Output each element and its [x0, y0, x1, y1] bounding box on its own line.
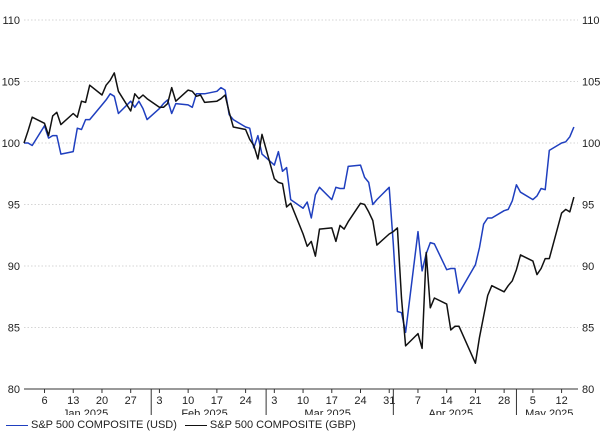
y-tick-label-right-80: 80: [582, 384, 594, 396]
y-axis-left: 80 85 90 95 100 105 110: [2, 15, 20, 396]
legend-swatch-usd: [6, 424, 28, 426]
y-tick-label-right-90: 90: [582, 261, 594, 273]
y-tick-label-left-90: 90: [8, 261, 20, 273]
legend-label-usd: S&P 500 COMPOSITE (USD): [31, 419, 177, 431]
x-tick-label: 13: [67, 395, 79, 407]
y-tick-label-right-95: 95: [582, 200, 594, 212]
y-tick-label-right-85: 85: [582, 323, 594, 335]
x-tick-label: 3: [271, 395, 277, 407]
month-label: May 2025: [525, 408, 573, 415]
series-line-gbp: [23, 72, 575, 364]
series-line-usd: [24, 86, 575, 334]
legend: S&P 500 COMPOSITE (USD) S&P 500 COMPOSIT…: [6, 419, 364, 431]
series-lines: [23, 72, 575, 364]
y-tick-label-left-95: 95: [8, 200, 20, 212]
y-tick-label-left-105: 105: [2, 77, 20, 89]
y-tick-label-left-80: 80: [8, 384, 20, 396]
x-tick-label: 24: [239, 395, 251, 407]
legend-item-usd: S&P 500 COMPOSITE (USD): [6, 419, 177, 431]
x-tick-label: 21: [469, 395, 481, 407]
y-tick-label-right-105: 105: [582, 77, 600, 89]
legend-label-gbp: S&P 500 COMPOSITE (GBP): [209, 419, 356, 431]
x-tick-label: 5: [530, 395, 536, 407]
x-tick-label: 6: [41, 395, 47, 407]
x-tick-label: 10: [297, 395, 309, 407]
x-tick-label: 24: [354, 395, 366, 407]
x-tick-label: 20: [96, 395, 108, 407]
legend-swatch-gbp: [184, 424, 207, 426]
gridlines: [24, 19, 578, 328]
x-tick-label: 7: [415, 395, 421, 407]
x-tick-label: 31: [383, 395, 395, 407]
month-label: Feb 2025: [181, 408, 227, 415]
x-axis: 6 13 20 27 3 10 17 24 3 10 17 24 31 7 14 21 28 5 12 Jan 202…: [24, 388, 578, 420]
x-tick-label: 17: [211, 395, 223, 407]
y-tick-label-left-100: 100: [2, 138, 20, 150]
x-tick-label: 3: [156, 395, 162, 407]
x-tick-label: 28: [498, 395, 510, 407]
x-tick-label: 27: [125, 395, 137, 407]
legend-item-gbp: S&P 500 COMPOSITE (GBP): [184, 419, 356, 431]
y-tick-label-left-85: 85: [8, 323, 20, 335]
month-label: Jan 2025: [63, 408, 108, 415]
month-label: Apr 2025: [428, 408, 473, 415]
y-tick-label-right-100: 100: [582, 138, 600, 150]
y-tick-label-left-110: 110: [2, 15, 20, 27]
x-tick-label: 12: [555, 395, 567, 407]
y-tick-label-right-110: 110: [582, 15, 600, 27]
x-tick-label: 17: [326, 395, 338, 407]
x-tick-label: 14: [441, 395, 453, 407]
month-label: Mar 2025: [304, 408, 350, 415]
x-tick-label: 10: [182, 395, 194, 407]
y-axis-right: 80 85 90 95 100 105 110: [582, 15, 600, 396]
